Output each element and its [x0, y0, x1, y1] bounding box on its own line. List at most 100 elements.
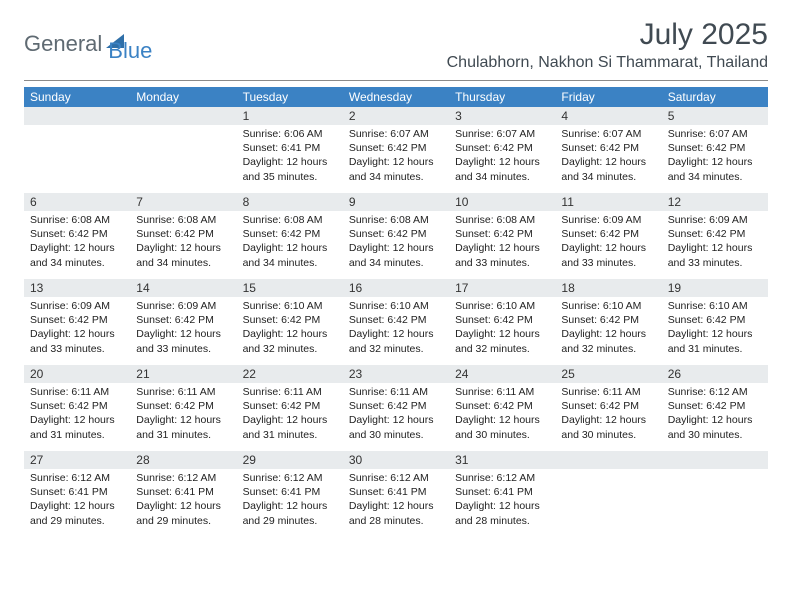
day-number: 31: [449, 451, 555, 469]
day-number: 21: [130, 365, 236, 383]
logo-text-general: General: [24, 31, 102, 57]
day-details: Sunrise: 6:06 AMSunset: 6:41 PMDaylight:…: [237, 125, 343, 188]
calendar-day-cell: 6Sunrise: 6:08 AMSunset: 6:42 PMDaylight…: [24, 193, 130, 279]
day-number: 1: [237, 107, 343, 125]
day-number: 14: [130, 279, 236, 297]
day-details: Sunrise: 6:11 AMSunset: 6:42 PMDaylight:…: [343, 383, 449, 446]
day-details: Sunrise: 6:12 AMSunset: 6:42 PMDaylight:…: [662, 383, 768, 446]
calendar-day-cell: 14Sunrise: 6:09 AMSunset: 6:42 PMDayligh…: [130, 279, 236, 365]
calendar-day-cell: 7Sunrise: 6:08 AMSunset: 6:42 PMDaylight…: [130, 193, 236, 279]
weekday-header: Sunday: [24, 87, 130, 107]
day-number: 18: [555, 279, 661, 297]
day-number: 11: [555, 193, 661, 211]
day-number: [662, 451, 768, 469]
logo: General Blue: [24, 18, 152, 64]
day-number: 19: [662, 279, 768, 297]
calendar-day-cell: 23Sunrise: 6:11 AMSunset: 6:42 PMDayligh…: [343, 365, 449, 451]
calendar-table: SundayMondayTuesdayWednesdayThursdayFrid…: [24, 87, 768, 537]
calendar-day-cell: 12Sunrise: 6:09 AMSunset: 6:42 PMDayligh…: [662, 193, 768, 279]
day-number: 28: [130, 451, 236, 469]
day-number: [24, 107, 130, 125]
calendar-day-cell: 8Sunrise: 6:08 AMSunset: 6:42 PMDaylight…: [237, 193, 343, 279]
calendar-week-row: 1Sunrise: 6:06 AMSunset: 6:41 PMDaylight…: [24, 107, 768, 193]
calendar-day-cell: 18Sunrise: 6:10 AMSunset: 6:42 PMDayligh…: [555, 279, 661, 365]
location-text: Chulabhorn, Nakhon Si Thammarat, Thailan…: [447, 54, 768, 72]
day-number: 10: [449, 193, 555, 211]
day-details: Sunrise: 6:07 AMSunset: 6:42 PMDaylight:…: [662, 125, 768, 188]
day-details: Sunrise: 6:12 AMSunset: 6:41 PMDaylight:…: [130, 469, 236, 532]
calendar-day-cell: 3Sunrise: 6:07 AMSunset: 6:42 PMDaylight…: [449, 107, 555, 193]
calendar-day-cell: 16Sunrise: 6:10 AMSunset: 6:42 PMDayligh…: [343, 279, 449, 365]
calendar-week-row: 27Sunrise: 6:12 AMSunset: 6:41 PMDayligh…: [24, 451, 768, 537]
day-number: 24: [449, 365, 555, 383]
day-number: 7: [130, 193, 236, 211]
day-details: Sunrise: 6:12 AMSunset: 6:41 PMDaylight:…: [449, 469, 555, 532]
day-number: 2: [343, 107, 449, 125]
calendar-day-cell: 13Sunrise: 6:09 AMSunset: 6:42 PMDayligh…: [24, 279, 130, 365]
calendar-empty-cell: [24, 107, 130, 193]
calendar-day-cell: 27Sunrise: 6:12 AMSunset: 6:41 PMDayligh…: [24, 451, 130, 537]
calendar-day-cell: 28Sunrise: 6:12 AMSunset: 6:41 PMDayligh…: [130, 451, 236, 537]
day-details: Sunrise: 6:08 AMSunset: 6:42 PMDaylight:…: [24, 211, 130, 274]
calendar-day-cell: 29Sunrise: 6:12 AMSunset: 6:41 PMDayligh…: [237, 451, 343, 537]
day-details: Sunrise: 6:09 AMSunset: 6:42 PMDaylight:…: [555, 211, 661, 274]
day-number: 26: [662, 365, 768, 383]
day-number: [130, 107, 236, 125]
calendar-day-cell: 1Sunrise: 6:06 AMSunset: 6:41 PMDaylight…: [237, 107, 343, 193]
day-number: 13: [24, 279, 130, 297]
calendar-empty-cell: [662, 451, 768, 537]
calendar-body: 1Sunrise: 6:06 AMSunset: 6:41 PMDaylight…: [24, 107, 768, 537]
day-number: 25: [555, 365, 661, 383]
header: General Blue July 2025 Chulabhorn, Nakho…: [24, 18, 768, 72]
day-details: Sunrise: 6:12 AMSunset: 6:41 PMDaylight:…: [237, 469, 343, 532]
weekday-header: Wednesday: [343, 87, 449, 107]
day-details: Sunrise: 6:11 AMSunset: 6:42 PMDaylight:…: [449, 383, 555, 446]
weekday-header-row: SundayMondayTuesdayWednesdayThursdayFrid…: [24, 87, 768, 107]
calendar-day-cell: 31Sunrise: 6:12 AMSunset: 6:41 PMDayligh…: [449, 451, 555, 537]
calendar-day-cell: 25Sunrise: 6:11 AMSunset: 6:42 PMDayligh…: [555, 365, 661, 451]
day-number: 30: [343, 451, 449, 469]
logo-text-blue: Blue: [108, 24, 152, 64]
day-details: Sunrise: 6:08 AMSunset: 6:42 PMDaylight:…: [237, 211, 343, 274]
day-details: Sunrise: 6:09 AMSunset: 6:42 PMDaylight:…: [662, 211, 768, 274]
weekday-header: Friday: [555, 87, 661, 107]
day-details: Sunrise: 6:09 AMSunset: 6:42 PMDaylight:…: [24, 297, 130, 360]
calendar-week-row: 6Sunrise: 6:08 AMSunset: 6:42 PMDaylight…: [24, 193, 768, 279]
day-number: 8: [237, 193, 343, 211]
divider: [24, 80, 768, 81]
day-details: Sunrise: 6:10 AMSunset: 6:42 PMDaylight:…: [343, 297, 449, 360]
calendar-day-cell: 17Sunrise: 6:10 AMSunset: 6:42 PMDayligh…: [449, 279, 555, 365]
day-number: 27: [24, 451, 130, 469]
calendar-empty-cell: [555, 451, 661, 537]
day-number: 15: [237, 279, 343, 297]
calendar-day-cell: 9Sunrise: 6:08 AMSunset: 6:42 PMDaylight…: [343, 193, 449, 279]
day-number: 16: [343, 279, 449, 297]
day-details: Sunrise: 6:11 AMSunset: 6:42 PMDaylight:…: [555, 383, 661, 446]
day-details: Sunrise: 6:12 AMSunset: 6:41 PMDaylight:…: [24, 469, 130, 532]
calendar-day-cell: 24Sunrise: 6:11 AMSunset: 6:42 PMDayligh…: [449, 365, 555, 451]
calendar-day-cell: 30Sunrise: 6:12 AMSunset: 6:41 PMDayligh…: [343, 451, 449, 537]
day-details: Sunrise: 6:11 AMSunset: 6:42 PMDaylight:…: [237, 383, 343, 446]
day-number: [555, 451, 661, 469]
calendar-week-row: 13Sunrise: 6:09 AMSunset: 6:42 PMDayligh…: [24, 279, 768, 365]
day-number: 17: [449, 279, 555, 297]
calendar-day-cell: 11Sunrise: 6:09 AMSunset: 6:42 PMDayligh…: [555, 193, 661, 279]
day-details: Sunrise: 6:10 AMSunset: 6:42 PMDaylight:…: [449, 297, 555, 360]
day-details: Sunrise: 6:10 AMSunset: 6:42 PMDaylight:…: [237, 297, 343, 360]
calendar-day-cell: 26Sunrise: 6:12 AMSunset: 6:42 PMDayligh…: [662, 365, 768, 451]
weekday-header: Tuesday: [237, 87, 343, 107]
day-number: 22: [237, 365, 343, 383]
day-number: 6: [24, 193, 130, 211]
month-title: July 2025: [447, 18, 768, 52]
title-block: July 2025 Chulabhorn, Nakhon Si Thammara…: [447, 18, 768, 72]
calendar-empty-cell: [130, 107, 236, 193]
day-number: 29: [237, 451, 343, 469]
day-number: 9: [343, 193, 449, 211]
day-number: 12: [662, 193, 768, 211]
day-details: Sunrise: 6:08 AMSunset: 6:42 PMDaylight:…: [343, 211, 449, 274]
day-number: 3: [449, 107, 555, 125]
day-number: 23: [343, 365, 449, 383]
calendar-day-cell: 22Sunrise: 6:11 AMSunset: 6:42 PMDayligh…: [237, 365, 343, 451]
calendar-day-cell: 2Sunrise: 6:07 AMSunset: 6:42 PMDaylight…: [343, 107, 449, 193]
day-details: Sunrise: 6:09 AMSunset: 6:42 PMDaylight:…: [130, 297, 236, 360]
